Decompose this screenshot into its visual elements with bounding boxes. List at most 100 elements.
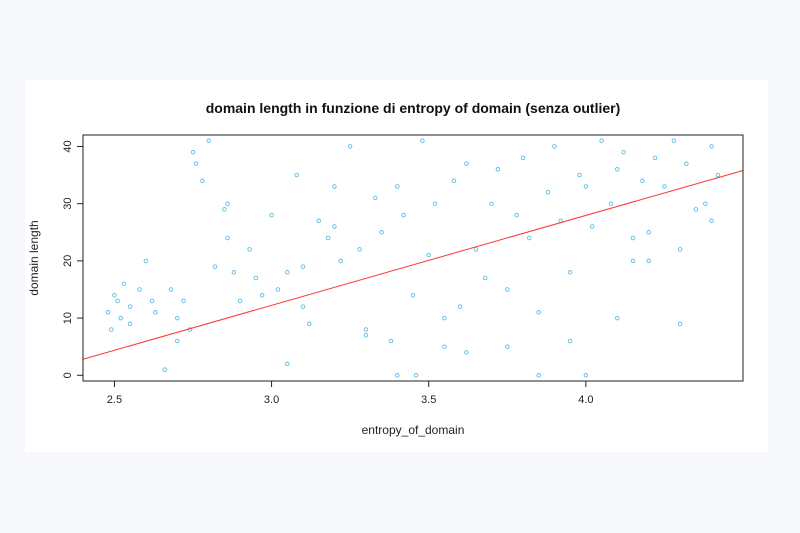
data-point [495,167,501,172]
data-point [442,344,447,349]
data-point [115,298,120,304]
data-point [505,344,510,349]
regression-line [82,169,744,360]
data-point [193,161,199,166]
data-point [630,258,636,264]
x-axis: 2.5 3.0 3.5 4.0 [107,381,594,406]
data-point [259,292,265,298]
data-point [175,338,180,344]
data-point [181,298,186,304]
data-point [388,338,394,344]
data-point [652,155,658,161]
data-point [577,172,582,178]
data-point [175,315,180,321]
data-point [168,287,174,292]
data-point [137,287,142,292]
data-point [615,167,620,172]
data-point [395,373,400,378]
data-point [285,361,290,367]
data-point [153,310,158,315]
y-tick-label: 30 [62,198,74,210]
scatter-chart: domain length in funzione di entropy of … [27,100,744,437]
data-point [527,235,532,241]
data-point [426,252,431,258]
data-point [200,178,205,184]
data-point [143,258,149,264]
data-point [373,195,378,201]
plot-frame [82,134,744,382]
data-point [621,149,626,155]
data-point [253,275,259,281]
data-point [545,189,551,195]
data-point [332,184,337,189]
chart-title: domain length in funzione di entropy of … [206,100,621,116]
y-axis-label: domain length [27,220,41,295]
data-point [212,264,218,269]
data-point [483,275,488,281]
data-point [677,321,683,327]
data-point [662,184,667,189]
data-point [552,144,557,149]
data-point [505,287,510,292]
data-point [121,281,127,286]
data-point [646,258,651,264]
data-point [395,184,400,189]
y-tick-label: 10 [62,312,74,324]
data-point [464,350,469,355]
data-point [357,247,362,252]
data-point [225,235,230,241]
data-point [190,149,196,155]
data-point [464,161,469,166]
x-tick-label: 2.5 [107,394,122,406]
data-point [109,327,114,332]
data-point [709,144,714,149]
data-point [646,230,651,235]
data-point [269,212,274,218]
data-point [684,161,689,166]
data-point [363,332,369,338]
data-point [671,138,677,143]
data-point [300,264,306,269]
data-point [703,201,708,206]
data-point [589,224,595,229]
data-point [677,247,683,252]
data-point [237,298,243,304]
y-tick-label: 40 [62,140,74,152]
data-point [451,178,457,184]
data-point [536,373,541,378]
data-point [294,172,299,178]
x-tick-label: 3.0 [264,394,279,406]
data-point [206,138,211,143]
data-point [307,321,312,327]
data-point [457,304,463,309]
data-point [118,315,123,321]
data-point [630,235,636,241]
data-point [105,310,111,315]
data-point [347,144,353,149]
data-point [473,247,479,252]
data-point [332,224,337,229]
chart-panel: domain length in funzione di entropy of … [25,80,768,452]
data-point [410,292,416,298]
data-points [105,138,721,378]
data-point [363,327,369,332]
data-point [567,270,573,275]
data-point [413,373,419,378]
data-point [300,304,306,309]
data-point [222,207,227,212]
data-point [709,218,714,224]
data-point [225,201,230,206]
data-point [640,178,645,184]
data-point [231,270,237,275]
x-tick-label: 3.5 [421,394,436,406]
data-point [715,172,721,178]
data-point [432,201,438,206]
data-point [285,270,290,275]
data-point [693,207,699,212]
data-point [127,304,133,309]
data-point [489,201,494,206]
x-axis-label: entropy_of_domain [362,423,465,437]
data-point [514,212,519,218]
data-point [316,218,321,224]
data-point [583,373,589,378]
